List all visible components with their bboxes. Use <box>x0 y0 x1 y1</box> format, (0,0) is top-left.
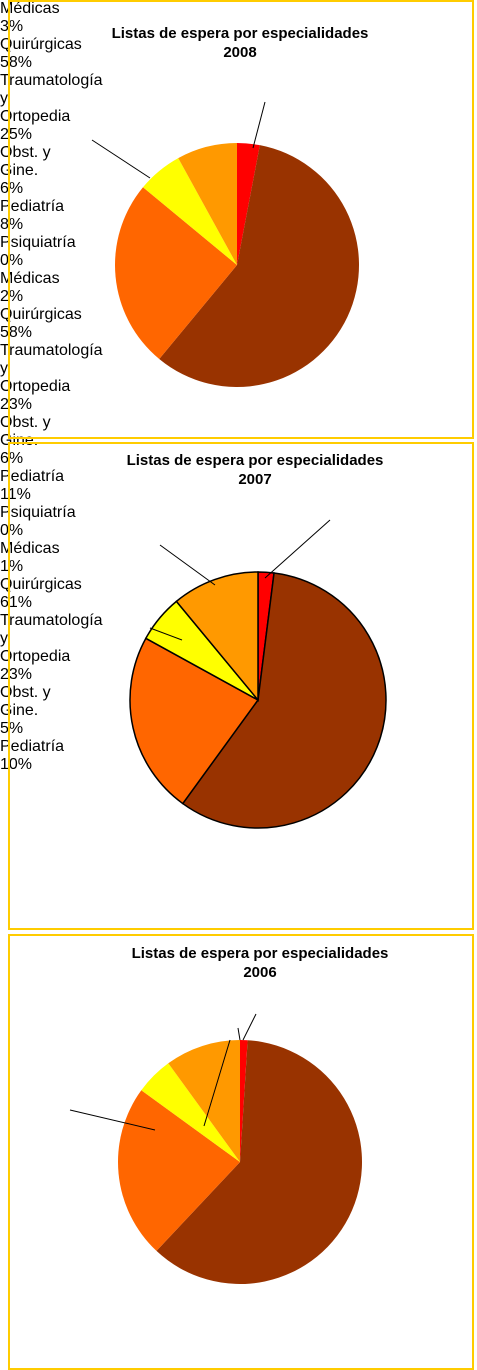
pie-slice <box>240 1040 248 1162</box>
chart-panel <box>8 0 474 439</box>
chart-subtitle: 2007 <box>238 471 271 488</box>
value-label: 0% <box>0 252 24 269</box>
pie-slice <box>178 143 237 265</box>
category-name: Médicas <box>0 540 60 557</box>
leader-line <box>252 101 266 149</box>
leader-line <box>91 139 151 179</box>
pie-slice <box>141 1063 240 1162</box>
pie-slice <box>237 143 260 265</box>
pie-slice <box>129 637 260 805</box>
pie-slice <box>175 571 259 703</box>
value-label: 3% <box>0 18 24 35</box>
chart-subtitle: 2006 <box>243 964 276 981</box>
chart-title: Listas de espera por especialidades <box>112 25 369 42</box>
pie-slice <box>115 187 237 360</box>
leader-line <box>69 1109 156 1131</box>
slice-label: Médicas 2% <box>0 270 60 306</box>
value-label: 0% <box>0 522 24 539</box>
pie-slice <box>181 572 387 829</box>
pie-slice <box>159 145 359 387</box>
leader-line <box>203 1039 231 1127</box>
category-name: Psiquiatría <box>0 234 76 251</box>
chart-title: Listas de espera por especialidades <box>127 452 384 469</box>
category-name: Pediatría <box>0 198 65 215</box>
category-name: Quirúrgicas <box>0 36 82 53</box>
value-label: 6% <box>0 180 24 197</box>
chart-title: Listas de espera por especialidades <box>132 945 389 962</box>
slice-label: Pediatría 11% <box>0 468 70 504</box>
slice-label: Médicas 1% <box>0 540 60 576</box>
category-name: Pediatría <box>0 468 65 485</box>
pie-slice <box>156 1040 362 1284</box>
slice-label: Pediatría 8% <box>0 198 70 234</box>
leader-line <box>149 627 183 641</box>
pie-slice <box>117 1090 240 1251</box>
chart-subtitle: 2008 <box>223 44 256 61</box>
pie-slice <box>142 158 237 265</box>
slice-label: Psiquiatría 0% <box>0 504 76 540</box>
category-name: Psiquiatría <box>0 504 76 521</box>
category-name: Pediatría <box>0 738 65 755</box>
value-label: 11% <box>0 486 31 503</box>
category-name: Quirúrgicas <box>0 576 82 593</box>
value-label: 1% <box>0 558 24 575</box>
leader-line <box>264 519 331 579</box>
chart-panel <box>8 934 474 1370</box>
slice-label: Médicas 3% <box>0 0 60 36</box>
value-label: 2% <box>0 288 24 305</box>
chart-panel <box>8 442 474 930</box>
leader-line <box>159 544 216 586</box>
leader-line <box>237 1027 241 1041</box>
slice-label: Psiquiatría 0% <box>0 234 80 270</box>
value-label: 8% <box>0 216 24 233</box>
value-label: 5% <box>0 720 24 737</box>
category-name: Médicas <box>0 0 60 17</box>
value-label: 6% <box>0 450 24 467</box>
pie-slice <box>168 1040 240 1162</box>
category-name: Quirúrgicas <box>0 306 82 323</box>
leader-line <box>242 1013 257 1041</box>
category-name: Médicas <box>0 270 60 287</box>
